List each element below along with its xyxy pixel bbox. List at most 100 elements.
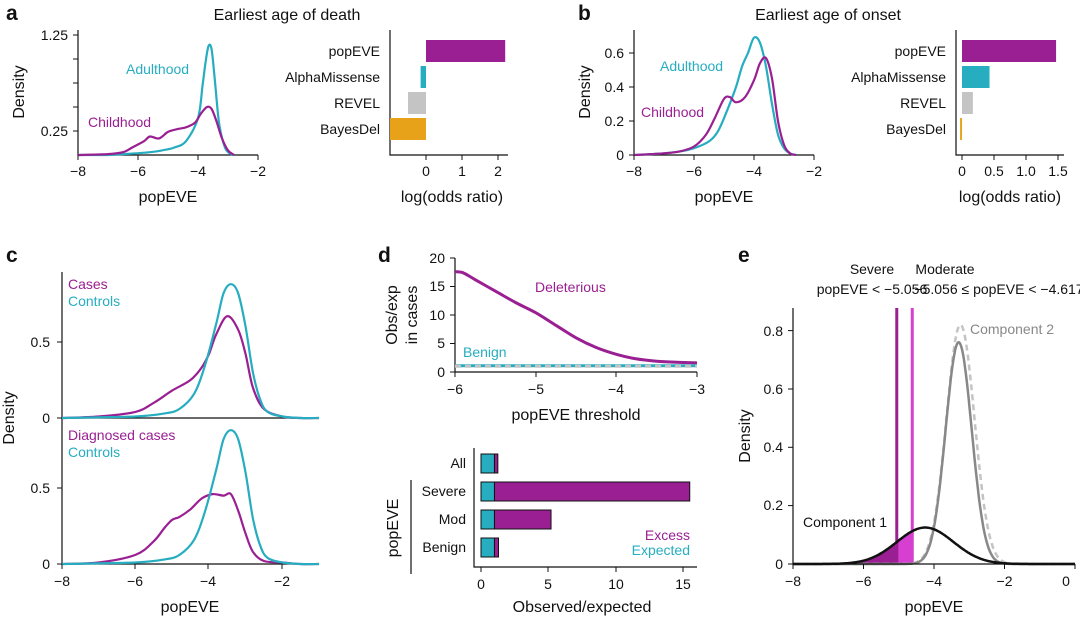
d-legend-excess: Excess <box>645 527 690 543</box>
a-xlabel: popEVE <box>139 189 198 206</box>
a-density-xticks: −8 −6 −4 −2 <box>70 155 266 179</box>
e-label-component1: Component 1 <box>803 514 887 530</box>
d-bracket-label: popEVE <box>385 499 402 558</box>
e-ytick: 0.8 <box>764 323 784 339</box>
bar-all-excess <box>493 453 499 474</box>
b-bar-category: AlphaMissense <box>851 69 946 85</box>
bar-benign-expected <box>480 537 495 558</box>
bar-alphamissense <box>962 66 990 88</box>
b-title: Earliest age of onset <box>755 7 901 24</box>
c-ylabel: Density <box>1 391 18 444</box>
d-bar-xtick: 10 <box>608 576 624 592</box>
d-xtick: −4 <box>608 381 624 397</box>
b-xtick: −8 <box>626 163 642 179</box>
a-density-axes <box>77 30 258 156</box>
b-xtick: −2 <box>806 163 822 179</box>
c-legend-cases: Cases <box>68 276 108 292</box>
panel-label-d: d <box>378 244 391 267</box>
d-bar-category: All <box>450 455 466 471</box>
a-ylabel: Density <box>11 65 28 118</box>
e-xlabel: popEVE <box>905 599 964 616</box>
panel-label-b: b <box>578 2 591 25</box>
b-bar-category: popEVE <box>895 43 946 59</box>
b-ytick: 0.4 <box>605 79 625 95</box>
c-legend-diagnosed: Diagnosed cases <box>68 427 175 443</box>
a-ytick: 1.25 <box>41 27 68 43</box>
c-xtick: −8 <box>54 573 70 589</box>
bar-severe-excess <box>493 481 691 502</box>
series-line-adulthood <box>633 36 797 157</box>
a-density-chart: −8 −6 −4 −2 0.25 1.25 popEVE Density Adu… <box>11 27 266 206</box>
a-density-series <box>77 43 235 157</box>
a-bars-xticks: 0 1 2 <box>422 155 502 179</box>
e-label-severe: Severe <box>850 261 895 277</box>
d-line-ylabel-2: in cases <box>404 286 421 345</box>
bar-popeve <box>962 40 1057 62</box>
d-xtick: −6 <box>447 381 463 397</box>
c-ytick: 0.5 <box>31 480 51 496</box>
b-bar-xtick: 0.5 <box>984 163 1004 179</box>
b-bar-xtick: 1.0 <box>1016 163 1036 179</box>
b-bar-category: BayesDel <box>886 121 946 137</box>
b-label-childhood: Childhood <box>641 104 704 120</box>
series-line-controls <box>61 283 320 420</box>
d-ytick: 5 <box>437 335 445 351</box>
e-chart: 0 0.2 0.4 0.6 0.8 −8 −6 −4 −2 0 popEVE D… <box>737 261 1080 616</box>
c-legend-controls-2: Controls <box>68 444 120 460</box>
d-bars-axes <box>473 448 697 568</box>
bar-bayesdel <box>960 118 962 140</box>
bar-popeve <box>426 40 506 62</box>
a-bar-category: REVEL <box>334 95 380 111</box>
series-line-deleterious <box>454 270 698 365</box>
c-top-series <box>61 283 320 420</box>
panel-label-e: e <box>738 244 750 267</box>
a-ytick: 0.25 <box>41 123 68 139</box>
c-legend-controls: Controls <box>68 293 120 309</box>
e-ytick: 0.2 <box>764 497 784 513</box>
bar-mod-excess <box>493 509 552 530</box>
series-line-childhood <box>77 105 235 157</box>
b-label-adulthood: Adulthood <box>660 58 723 74</box>
a-bar-xtick: 1 <box>458 163 466 179</box>
d-bars-xticks: 0 5 10 15 <box>477 567 691 592</box>
b-bars-marks <box>960 40 1057 140</box>
series-line-diagnosed-cases <box>61 492 320 566</box>
panel-label-c: c <box>6 244 18 267</box>
a-xtick: −2 <box>250 163 266 179</box>
b-ytick: 0.6 <box>605 45 625 61</box>
series-line-childhood <box>633 56 797 157</box>
a-xtick: −6 <box>130 163 146 179</box>
e-label-component2: Component 2 <box>970 321 1054 337</box>
b-bars-xticks: 0 0.5 1.0 1.5 <box>958 155 1068 179</box>
e-ytick: 0.4 <box>764 439 784 455</box>
e-rule-moderate: −5.056 ≤ popEVE < −4.617 <box>914 281 1080 297</box>
d-bar-category: Benign <box>422 539 466 555</box>
b-density-xticks: −8 −6 −4 −2 <box>626 155 822 179</box>
bar-benign-excess <box>493 537 500 558</box>
d-bars-marks <box>480 453 691 558</box>
e-xtick: −2 <box>997 573 1013 589</box>
d-line-ylabel-1: Obs/exp <box>384 285 401 345</box>
d-line-xlabel: popEVE threshold <box>512 407 641 424</box>
b-bar-category: REVEL <box>900 95 946 111</box>
b-density-series <box>633 36 797 157</box>
a-xtick: −4 <box>190 163 206 179</box>
b-bar-xlabel: log(odds ratio) <box>959 189 1061 206</box>
d-bar-chart: All Severe Mod Benign popEVE 0 5 10 15 O… <box>385 448 697 616</box>
bar-alphamissense <box>420 66 426 88</box>
d-ytick: 10 <box>429 307 445 323</box>
c-ytick: 0 <box>42 556 50 572</box>
c-chart: 0 0.5 0 0.5 −8 −6 −4 −2 popEVE Density C… <box>1 272 320 616</box>
b-ytick: 0 <box>616 147 624 163</box>
b-xlabel: popEVE <box>695 189 754 206</box>
d-bar-xtick: 15 <box>675 576 691 592</box>
a-density-yticks: 0.25 1.25 <box>41 27 78 139</box>
a-title: Earliest age of death <box>214 7 361 24</box>
c-ytick: 0.5 <box>31 334 51 350</box>
a-bars-marks <box>390 40 506 140</box>
b-density-axes <box>633 30 814 156</box>
e-xtick: −8 <box>785 573 801 589</box>
b-bar-xtick: 0 <box>958 163 966 179</box>
component-2-curve <box>792 341 1075 566</box>
series-line-adulthood <box>77 43 235 157</box>
